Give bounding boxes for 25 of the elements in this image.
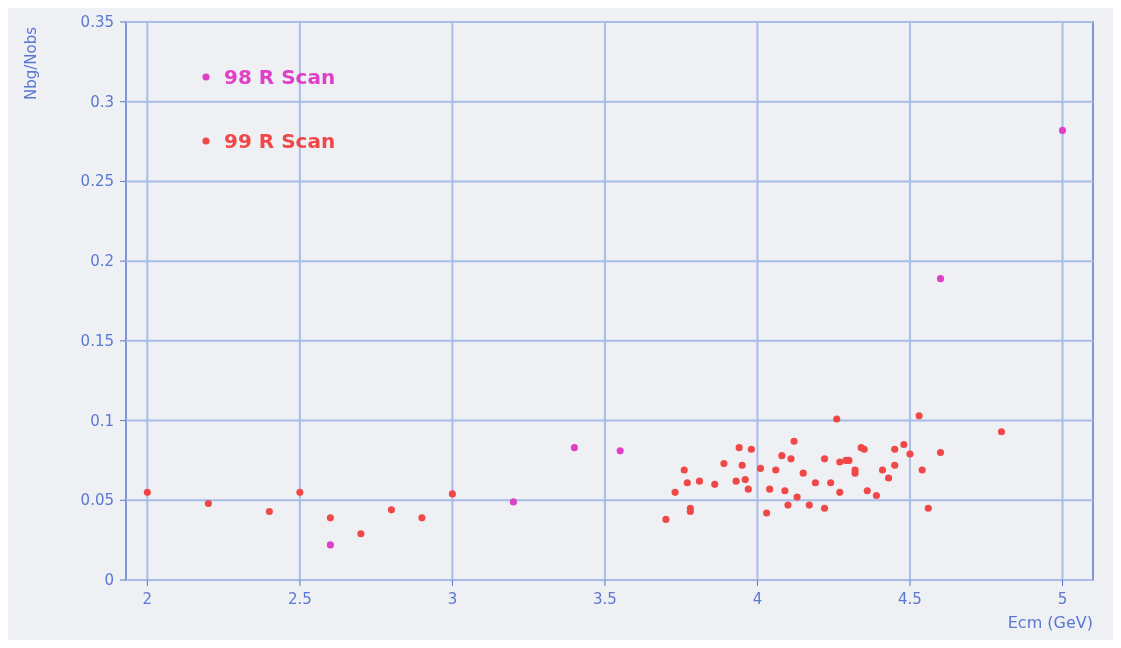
x-tick-label: 2.5 [287, 590, 312, 608]
point [1058, 126, 1067, 134]
y-tick-label: 0.1 [90, 411, 114, 430]
legend-label: 99 R Scan [224, 129, 336, 153]
legend-label: 98 R Scan [224, 65, 336, 89]
point [509, 498, 517, 506]
point [570, 444, 578, 452]
y-tick-label: 0.15 [80, 331, 114, 350]
y-axis-title: Nbg/Nobs [22, 26, 40, 101]
point [616, 447, 624, 455]
point [326, 541, 334, 549]
x-tick-label: 5 [1057, 590, 1068, 608]
x-axis-title: Ecm (GeV) [1007, 613, 1093, 632]
y-tick-label: 0.35 [80, 13, 114, 31]
x-tick-label: 4 [752, 590, 763, 608]
x-tick-label: 2 [142, 590, 153, 608]
x-tick-label: 3 [447, 590, 458, 608]
y-tick-label: 0 [104, 571, 114, 589]
y-tick-label: 0.2 [90, 252, 114, 271]
x-tick-label: 4.5 [898, 590, 922, 608]
y-tick-label: 0.05 [80, 491, 114, 510]
point [936, 275, 945, 283]
y-tick-label: 0.3 [90, 92, 114, 111]
x-tick-label: 3.5 [592, 590, 617, 608]
y-tick-label: 0.25 [80, 172, 114, 191]
